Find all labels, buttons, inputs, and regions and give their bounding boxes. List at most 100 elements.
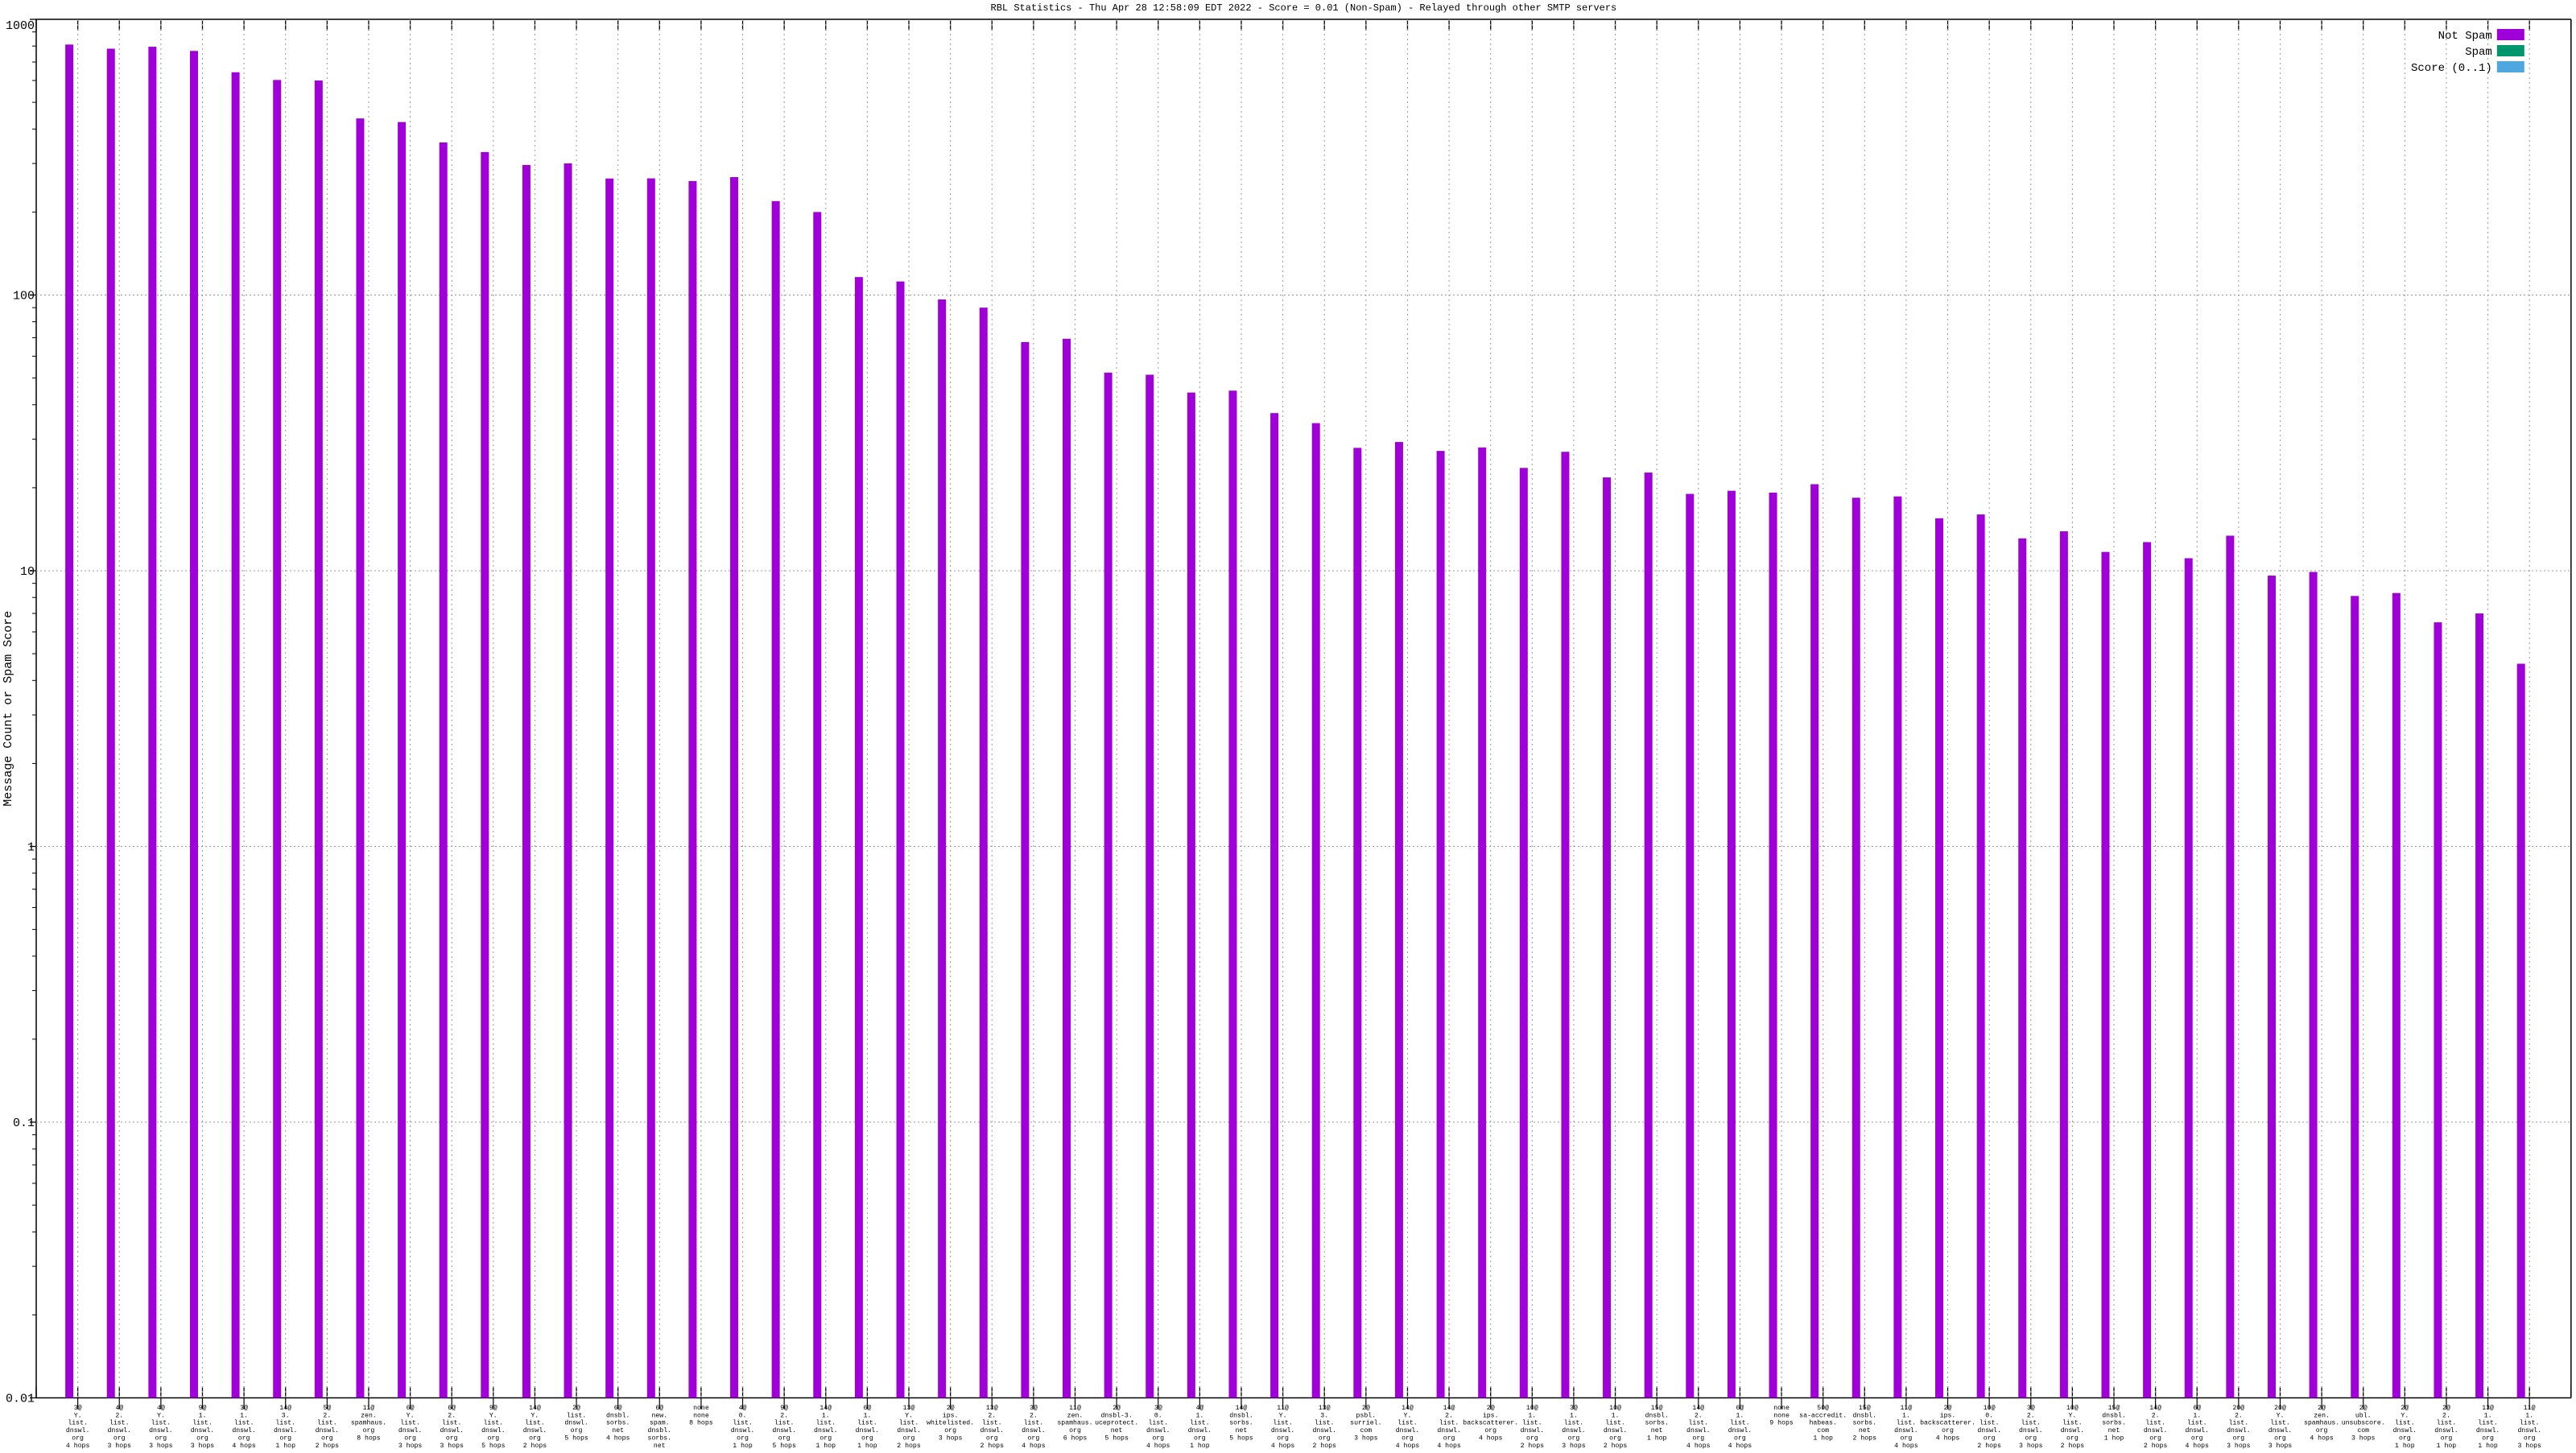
svg-text:com: com [1360,1427,1372,1434]
svg-text:list.: list. [234,1419,254,1427]
svg-text:dnswl.: dnswl. [1396,1426,1419,1434]
svg-text:org: org [279,1434,291,1442]
svg-text:dnswl.: dnswl. [191,1426,214,1434]
svg-text:3 hops: 3 hops [191,1442,215,1449]
svg-text:net: net [1111,1427,1123,1434]
svg-text:1 hop: 1 hop [1813,1434,1833,1442]
svg-text:list.: list. [400,1419,420,1427]
svg-text:14@: 14@ [529,1404,541,1412]
svg-text:sorbs.: sorbs. [2102,1419,2125,1427]
svg-text:Y.: Y. [489,1412,497,1419]
svg-text:11@: 11@ [2524,1404,2536,1412]
svg-text:org: org [72,1434,84,1442]
svg-text:backscatterer.: backscatterer. [1463,1419,1518,1427]
svg-text:list.: list. [2437,1419,2457,1427]
svg-text:Y.: Y. [531,1412,539,1419]
svg-text:zen.: zen. [361,1412,377,1419]
svg-text:Message Count or Spam Score: Message Count or Spam Score [2,611,15,807]
svg-text:spamhaus.: spamhaus. [351,1419,386,1427]
svg-text:15@: 15@ [1651,1404,1663,1412]
svg-text:1 hop: 1 hop [2478,1442,2498,1449]
svg-text:4@: 4@ [739,1404,747,1412]
svg-text:1 hop: 1 hop [2104,1434,2124,1442]
svg-text:dnswl.: dnswl. [232,1426,255,1434]
svg-text:list.: list. [1605,1419,1625,1427]
svg-text:3@: 3@ [2027,1404,2035,1412]
svg-text:4 hops: 4 hops [1022,1442,1046,1449]
svg-text:2.: 2. [2027,1412,2035,1419]
svg-text:org: org [487,1434,499,1442]
svg-text:3 hops: 3 hops [440,1442,464,1449]
svg-text:dnswl.: dnswl. [897,1426,920,1434]
svg-text:5 hops: 5 hops [1104,1434,1129,1442]
svg-text:14@: 14@ [819,1404,832,1412]
svg-text:dnsbl.: dnsbl. [1853,1411,1876,1419]
svg-text:0.: 0. [1985,1412,1993,1419]
svg-text:dnsbl.: dnsbl. [1229,1411,1253,1419]
svg-text:org: org [446,1434,458,1442]
svg-text:4 hops: 4 hops [1437,1442,1461,1449]
svg-text:new.: new. [651,1412,667,1419]
svg-text:spam.: spam. [650,1420,670,1427]
svg-text:2@: 2@ [2359,1404,2368,1412]
svg-text:org: org [1319,1434,1331,1442]
svg-text:dnswl.: dnswl. [2019,1426,2042,1434]
svg-text:org: org [2524,1434,2536,1442]
svg-text:list.: list. [275,1419,295,1427]
svg-text:com: com [2357,1427,2369,1434]
svg-text:list.: list. [151,1419,171,1427]
svg-text:9@: 9@ [489,1404,497,1412]
svg-text:RBL Statistics - Thu Apr 28 12: RBL Statistics - Thu Apr 28 12:58:09 EDT… [991,2,1617,14]
svg-text:habeas.: habeas. [1809,1419,1836,1427]
svg-text:dnswl.: dnswl. [2476,1426,2500,1434]
svg-text:1: 1 [27,841,35,855]
svg-text:2@: 2@ [2442,1404,2450,1412]
svg-text:dnswl.: dnswl. [1521,1426,1544,1434]
svg-text:2@: 2@ [2401,1404,2409,1412]
svg-text:list.: list. [484,1419,504,1427]
svg-text:none: none [1773,1412,1790,1419]
svg-text:sorbs.: sorbs. [606,1419,630,1427]
svg-text:org: org [1028,1434,1040,1442]
svg-text:dnswl.: dnswl. [149,1426,172,1434]
svg-text:9@: 9@ [780,1404,788,1412]
svg-text:net: net [1651,1427,1663,1434]
svg-text:org: org [2316,1427,2328,1434]
svg-text:org: org [321,1434,333,1442]
svg-text:dnswl.: dnswl. [564,1419,588,1427]
svg-text:4 hops: 4 hops [606,1434,630,1442]
svg-text:8 hops: 8 hops [357,1434,381,1442]
svg-text:1.: 1. [822,1412,830,1419]
svg-text:org: org [2399,1434,2411,1442]
svg-text:org: org [155,1434,167,1442]
svg-text:spamhaus.: spamhaus. [1057,1419,1092,1427]
svg-text:sorbs.: sorbs. [1645,1419,1668,1427]
svg-text:3@: 3@ [74,1404,82,1412]
svg-text:list.: list. [1148,1419,1168,1427]
svg-text:list.: list. [1897,1419,1917,1427]
svg-text:4 hops: 4 hops [2185,1442,2209,1449]
svg-text:Y.: Y. [407,1412,415,1419]
svg-text:list.: list. [733,1419,753,1427]
svg-text:3 hops: 3 hops [107,1442,131,1449]
svg-text:list.: list. [2478,1419,2498,1427]
svg-text:list.: list. [1689,1419,1709,1427]
svg-text:4 hops: 4 hops [2310,1434,2334,1442]
svg-text:none: none [1773,1405,1790,1412]
svg-text:dnswl.: dnswl. [980,1426,1004,1434]
svg-text:org: org [1984,1434,1996,1442]
svg-text:1.: 1. [1195,1412,1203,1419]
svg-text:1000: 1000 [6,19,35,33]
svg-text:2.: 2. [1695,1412,1703,1419]
svg-text:3@: 3@ [1154,1404,1162,1412]
svg-text:list.: list. [2520,1419,2540,1427]
svg-text:1 hop: 1 hop [275,1442,295,1449]
svg-text:dnswl.: dnswl. [2268,1426,2292,1434]
svg-text:2@: 2@ [2318,1404,2326,1412]
svg-text:dnswl.: dnswl. [2185,1426,2208,1434]
svg-text:Score (0..1): Score (0..1) [2411,62,2492,75]
svg-text:list.: list. [2145,1419,2165,1427]
svg-text:14@: 14@ [1443,1404,1455,1412]
svg-text:zen.: zen. [1067,1412,1084,1419]
svg-text:2.: 2. [323,1412,331,1419]
